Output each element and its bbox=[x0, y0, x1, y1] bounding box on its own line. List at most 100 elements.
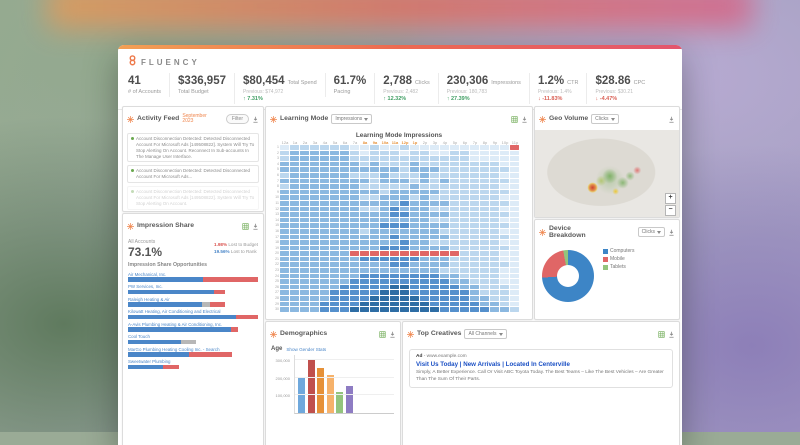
geo-map[interactable]: + − Keyboard shortcuts Map data ©2023 Te… bbox=[535, 130, 679, 217]
opportunity-name-3[interactable]: Kilowatt Heating, Air Conditioning and E… bbox=[128, 309, 221, 314]
download-icon[interactable] bbox=[668, 223, 675, 241]
heatmap-cell bbox=[290, 296, 299, 301]
heatmap-cell bbox=[440, 161, 449, 167]
download-icon[interactable] bbox=[668, 110, 675, 128]
heatmap-cell bbox=[360, 172, 369, 178]
heatmap-cell bbox=[380, 184, 389, 189]
download-icon[interactable] bbox=[252, 217, 259, 235]
zoom-out-button[interactable]: − bbox=[665, 205, 676, 216]
heatmap-cell bbox=[490, 234, 499, 240]
heatmap-cell bbox=[280, 178, 289, 184]
learning-mode-metric-value: Impressions bbox=[335, 116, 363, 122]
heatmap-cell bbox=[280, 234, 289, 240]
device-breakdown-header: Device Breakdown Clicks bbox=[535, 220, 679, 243]
heatmap-cell bbox=[320, 161, 329, 167]
heatmap-cell bbox=[350, 245, 359, 251]
opportunity-name-2[interactable]: Raleigh Heating & Air bbox=[128, 296, 170, 302]
opportunity-name-0[interactable]: Air Mechanical, Inc. bbox=[128, 271, 167, 277]
heatmap-cell bbox=[440, 245, 449, 251]
heatmap-row: 5 bbox=[270, 167, 532, 172]
heatmap-cell bbox=[320, 223, 329, 228]
heatmap-cell bbox=[410, 296, 419, 301]
opportunity-name-5[interactable]: Cool Touch bbox=[128, 334, 150, 339]
opportunity-name-6[interactable]: MarGo Plumbing Heating Cooling Inc. - Se… bbox=[128, 346, 220, 352]
channels-dropdown[interactable]: All Channels bbox=[464, 329, 507, 339]
heatmap-cell bbox=[290, 189, 299, 195]
heatmap-cell bbox=[290, 268, 299, 273]
kpi-delta: ↓ -4.47% bbox=[595, 96, 618, 103]
heatmap-cell bbox=[370, 184, 379, 189]
heatmap-cell bbox=[430, 150, 439, 156]
heatmap-cell bbox=[300, 200, 309, 206]
activity-item-1[interactable]: Account Disconnection Detected: Detected… bbox=[127, 165, 259, 184]
heatmap-cell bbox=[290, 234, 299, 240]
heatmap-cell bbox=[350, 279, 359, 284]
heatmap-cell bbox=[330, 228, 339, 234]
hour-label: 11p bbox=[511, 140, 519, 145]
table-view-icon[interactable] bbox=[379, 325, 386, 343]
opportunity-name-4[interactable]: A-Avis Plumbing Heating & Air Conditioni… bbox=[128, 321, 223, 327]
filter-button[interactable]: Filter bbox=[225, 114, 249, 124]
download-icon[interactable] bbox=[668, 325, 675, 343]
zoom-in-button[interactable]: + bbox=[665, 193, 676, 204]
heatmap-cell bbox=[450, 167, 459, 172]
download-icon[interactable] bbox=[389, 325, 396, 343]
heatmap-cell bbox=[330, 245, 339, 251]
activity-item-0[interactable]: Account Disconnection Detected: Detected… bbox=[127, 133, 259, 163]
heatmap-cell bbox=[320, 212, 329, 217]
heatmap-cell bbox=[510, 223, 519, 228]
day-label: 21 bbox=[275, 256, 279, 261]
kpi-value-row: $80,454 Total Spend bbox=[243, 75, 317, 88]
heatmap-cell bbox=[280, 167, 289, 172]
legend-item: Tablets bbox=[603, 264, 634, 270]
heatmap-cell bbox=[310, 251, 319, 256]
show-gender-stats-link[interactable]: Show Gender Stats bbox=[286, 346, 327, 352]
opportunity-name-1[interactable]: PW Services, Inc. bbox=[128, 284, 163, 289]
heatmap-cell bbox=[330, 178, 339, 184]
heatmap-cell bbox=[360, 268, 369, 273]
heatmap-cell bbox=[420, 234, 429, 240]
device-metric-dropdown[interactable]: Clicks bbox=[637, 227, 665, 237]
heatmap-cell bbox=[300, 145, 309, 150]
heatmap-cell bbox=[400, 290, 409, 296]
heatmap-cell bbox=[360, 184, 369, 189]
table-view-icon[interactable] bbox=[511, 110, 518, 128]
heatmap-cell bbox=[290, 228, 299, 234]
table-view-icon[interactable] bbox=[242, 217, 249, 235]
heatmap-cell bbox=[350, 178, 359, 184]
heatmap-cell bbox=[390, 268, 399, 273]
table-view-icon[interactable] bbox=[658, 325, 665, 343]
heatmap-cell bbox=[460, 273, 469, 279]
heatmap-cell bbox=[430, 200, 439, 206]
bar-segment bbox=[189, 352, 232, 357]
ad-title-link[interactable]: Visit Us Today | New Arrivals | Located … bbox=[416, 361, 570, 368]
kpi-value-row: 1.2% CTR bbox=[538, 75, 579, 88]
heatmap-cell bbox=[490, 217, 499, 223]
heatmap-cell bbox=[380, 172, 389, 178]
heatmap-cell bbox=[330, 172, 339, 178]
ad-body-text: Simply, A Better Experience. Call Or Vis… bbox=[416, 370, 664, 382]
bar-segment bbox=[128, 277, 204, 282]
geo-metric-dropdown[interactable]: Clicks bbox=[591, 114, 619, 124]
heatmap-cell bbox=[450, 245, 459, 251]
heatmap-cell bbox=[320, 256, 329, 262]
heatmap-cell bbox=[380, 200, 389, 206]
heatmap-cell bbox=[300, 268, 309, 273]
heatmap-cell bbox=[470, 189, 479, 195]
heatmap-cell bbox=[380, 273, 389, 279]
heatmap-cell bbox=[370, 195, 379, 200]
learning-mode-metric-dropdown[interactable]: Impressions bbox=[331, 114, 373, 124]
download-icon[interactable] bbox=[521, 110, 528, 128]
day-label: 24 bbox=[275, 273, 279, 278]
heatmap-cell bbox=[340, 217, 349, 223]
heatmap-row: 24 bbox=[270, 273, 532, 279]
heatmap-cell bbox=[380, 212, 389, 217]
kpi-label: Total Budget bbox=[178, 88, 209, 95]
opportunity-bar-3 bbox=[128, 314, 258, 319]
heatmap-cell bbox=[340, 262, 349, 268]
download-icon[interactable] bbox=[252, 110, 259, 128]
heatmap-cell bbox=[320, 172, 329, 178]
opportunity-bar-4 bbox=[128, 327, 258, 332]
activity-item-2[interactable]: Account Disconnection Detected: Detected… bbox=[127, 186, 259, 210]
opportunity-name-7[interactable]: Sweetwater Plumbing bbox=[128, 359, 171, 364]
